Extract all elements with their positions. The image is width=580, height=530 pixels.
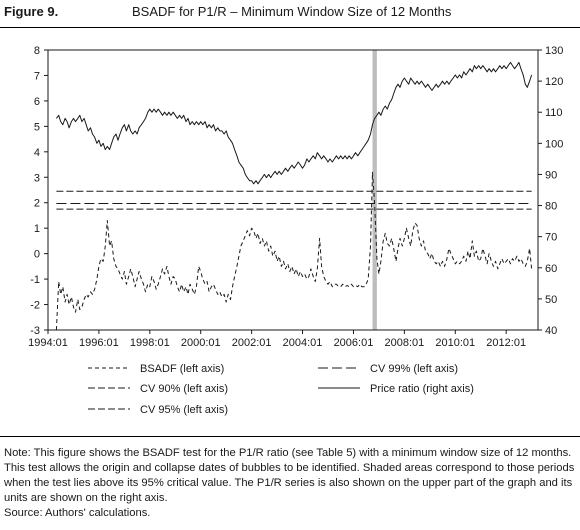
left-tick-label-2: 2 xyxy=(34,198,40,210)
figure-title: BSADF for P1/R – Minimum Window Size of … xyxy=(132,4,452,19)
x-tick-label-5: 2004:01 xyxy=(283,337,323,349)
x-tick-label-7: 2008:01 xyxy=(384,337,424,349)
bsadf-chart: -3 -2 -1 0 1 2 3 4 5 6 7 8 40 50 60 70 80 90 100 110 120 130 1… xyxy=(28,45,563,416)
x-tick-label-3: 2000:01 xyxy=(181,337,221,349)
x-tick-label-1: 1996:01 xyxy=(79,337,119,349)
legend-label-1: CV 99% (left axis) xyxy=(370,363,458,375)
figure-note: Note: This figure shows the BSADF test f… xyxy=(4,446,578,521)
header-rule xyxy=(0,27,580,28)
left-tick-label-5: 5 xyxy=(34,121,40,133)
right-tick-label-40: 40 xyxy=(545,325,557,337)
figure-header: Figure 9. BSADF for P1/R – Minimum Windo… xyxy=(4,4,576,26)
legend-label-0: BSADF (left axis) xyxy=(140,363,224,375)
note-rule xyxy=(0,436,580,437)
figure-label: Figure 9. xyxy=(4,4,59,19)
legend-label-2: CV 90% (left axis) xyxy=(140,383,228,395)
left-tick-label--1: -1 xyxy=(30,274,40,286)
right-tick-label-60: 60 xyxy=(545,263,557,275)
right-tick-label-100: 100 xyxy=(545,138,563,150)
x-tick-label-0: 1994:01 xyxy=(28,337,68,349)
left-tick-label-3: 3 xyxy=(34,172,40,184)
right-tick-label-110: 110 xyxy=(545,107,563,119)
x-tick-label-6: 2006:01 xyxy=(334,337,374,349)
right-tick-label-120: 120 xyxy=(545,76,563,88)
x-tick-label-9: 2012:01 xyxy=(486,337,526,349)
left-tick-label-4: 4 xyxy=(34,147,40,159)
left-tick-label-8: 8 xyxy=(34,45,40,57)
left-tick-label-1: 1 xyxy=(34,223,40,235)
right-tick-label-70: 70 xyxy=(545,232,557,244)
left-tick-label-0: 0 xyxy=(34,249,40,261)
price-ratio-line xyxy=(55,61,533,185)
right-tick-label-50: 50 xyxy=(545,294,557,306)
right-tick-label-90: 90 xyxy=(545,169,557,181)
right-tick-label-130: 130 xyxy=(545,45,563,57)
left-tick-label-7: 7 xyxy=(34,70,40,82)
plot-frame xyxy=(47,49,539,331)
left-tick-label-6: 6 xyxy=(34,96,40,108)
shaded-region-0 xyxy=(372,50,377,330)
x-tick-label-2: 1998:01 xyxy=(130,337,170,349)
note-text: Note: This figure shows the BSADF test f… xyxy=(4,447,575,504)
left-tick-label--2: -2 xyxy=(30,300,40,312)
right-tick-label-80: 80 xyxy=(545,201,557,213)
left-tick-label--3: -3 xyxy=(30,325,40,337)
note-source: Source: Authors' calculations. xyxy=(4,507,151,519)
legend-label-4: CV 95% (left axis) xyxy=(140,404,228,416)
x-tick-label-4: 2002:01 xyxy=(232,337,272,349)
bsadf-line xyxy=(55,171,533,331)
x-tick-label-8: 2010:01 xyxy=(435,337,475,349)
legend-label-3: Price ratio (right axis) xyxy=(370,383,474,395)
